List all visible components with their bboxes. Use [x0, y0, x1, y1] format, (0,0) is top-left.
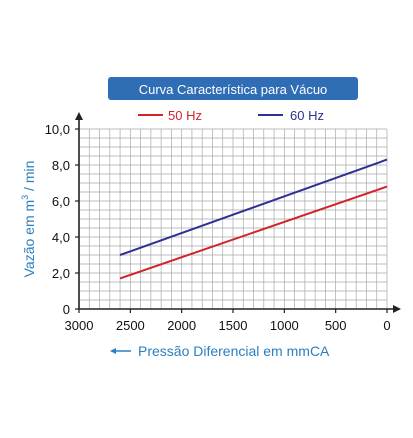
- x-tick-label: 2500: [116, 318, 145, 333]
- y-axis-label: Vazão em m3 / min: [20, 161, 37, 278]
- series-lines: [119, 158, 388, 280]
- y-tick-label: 2,0: [52, 266, 70, 281]
- axes: [75, 112, 401, 313]
- y-axis-label-tail: / min: [21, 161, 37, 195]
- tick-labels: 3000 2500 2000 1500 1000 500 0 0 2,0 4,0 6,0 8,0 10,…: [45, 122, 391, 333]
- x-tick-label: 1500: [219, 318, 248, 333]
- series-line-50hz: [119, 185, 388, 280]
- legend: 50 Hz 60 Hz: [138, 108, 324, 123]
- y-tick-label: 0: [63, 302, 70, 317]
- x-axis-direction-arrow-icon: [110, 348, 116, 354]
- y-tick-label: 6,0: [52, 194, 70, 209]
- x-tick-label: 1000: [270, 318, 299, 333]
- x-axis-label: Pressão Diferencial em mmCA: [138, 343, 330, 359]
- x-tick-label: 2000: [167, 318, 196, 333]
- legend-label-60hz: 60 Hz: [290, 108, 324, 123]
- y-axis-label-superscript: 3: [20, 195, 30, 200]
- x-tick-label: 3000: [65, 318, 94, 333]
- y-tick-label: 10,0: [45, 122, 70, 137]
- x-tick-label: 0: [383, 318, 390, 333]
- series-line-60hz: [119, 158, 388, 256]
- grid: [78, 128, 388, 310]
- y-axis-arrow-icon: [75, 112, 83, 120]
- chart-title: Curva Característica para Vácuo: [139, 82, 328, 97]
- x-axis-label-group: Pressão Diferencial em mmCA: [110, 343, 330, 359]
- x-tick-label: 500: [325, 318, 347, 333]
- legend-label-50hz: 50 Hz: [168, 108, 202, 123]
- y-tick-label: 4,0: [52, 230, 70, 245]
- x-axis-arrow-icon: [393, 305, 401, 313]
- title-banner: [108, 77, 358, 100]
- y-tick-label: 8,0: [52, 158, 70, 173]
- y-axis-label-main: Vazão em m: [21, 200, 37, 278]
